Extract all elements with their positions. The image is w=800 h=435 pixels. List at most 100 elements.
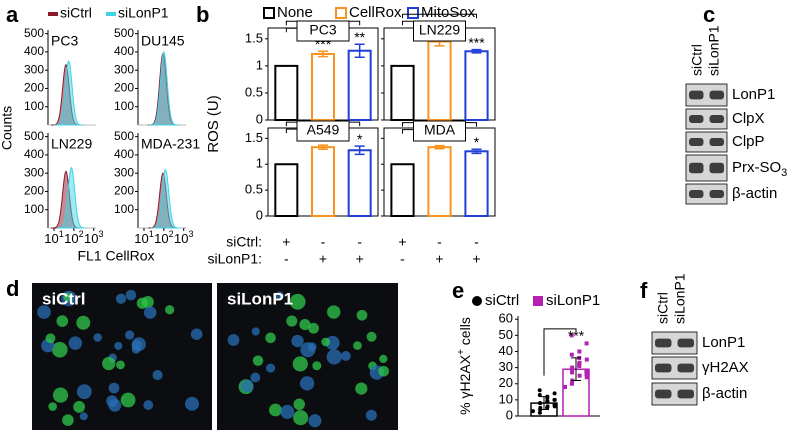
blot-band [689,90,704,100]
significance: *** [468,34,485,50]
nucleus [308,414,322,428]
tick-exp: 1 [59,229,64,239]
y-tick-label: 200 [114,184,134,198]
row-label-text: β-actin [702,385,747,402]
bar [464,50,489,121]
y-tick-label: 200 [114,81,134,95]
point [552,402,557,407]
blot-band [709,190,724,198]
histogram [150,168,181,229]
blot-band [689,138,704,146]
significance: ** [354,29,365,45]
nucleus [152,370,163,381]
y-tick-label: 500 [114,26,134,40]
nucleus [114,341,123,350]
tick-base: 10 [174,231,188,246]
plot-title: A549 [307,122,340,138]
blot-band [689,190,704,198]
nucleus [51,341,68,358]
condition-sign: - [357,234,362,250]
blot-band [689,162,704,174]
bar [347,49,372,122]
nucleus [185,396,199,411]
error-bar [571,357,581,382]
bar [274,163,299,217]
panel-letter: b [196,2,209,27]
tick-base: 10 [44,231,58,246]
point [537,393,542,398]
nucleus [125,289,137,301]
panel-letter: f [640,278,648,303]
error-bar [434,144,445,150]
row-label-sub: 3 [781,167,787,179]
tick-exp: 1 [149,229,154,239]
y-tick-label: 400 [114,147,134,161]
nucleus [115,293,127,304]
nucleus [366,331,377,342]
blot-strip [651,356,698,380]
error-bar [539,396,549,411]
blot-band [677,363,694,373]
y-tick-label: 300 [24,165,44,179]
y-tick-label: 1 [256,156,263,171]
blot-strip [685,183,728,205]
error-bar [354,145,365,156]
plot-title: LN229 [419,22,460,38]
condition-sign: + [356,251,364,267]
row-label: γH2AX [702,359,749,376]
x-tick-label: 103 [84,229,103,246]
blot-strip [685,83,728,107]
lane-label: siCtrl [655,292,671,324]
y-tick-label: 0 [506,407,513,422]
row-label-text: LonP1 [732,86,775,103]
legend-swatch [407,7,419,19]
bar [274,64,299,121]
condition-sign: - [400,251,405,267]
tick-base: 10 [154,231,168,246]
nucleus [143,400,154,410]
panel-letter: d [6,276,19,301]
nucleus [190,328,203,340]
y-tick-label: 0.5 [245,182,263,197]
y-tick-label: 300 [114,62,134,76]
nucleus [48,402,57,411]
nucleus [265,332,276,344]
condition-sign: - [437,234,442,250]
point [538,401,542,406]
tick-base: 10 [64,231,78,246]
nucleus [73,401,86,413]
blot-band [655,363,672,373]
plot-title: PC3 [309,22,336,38]
y-tick-label: 500 [114,129,134,143]
nucleus [340,351,351,361]
title-box [413,20,466,42]
nucleus [299,318,311,331]
y-tick-label: 0 [256,207,263,222]
legend-label: siLonP1 [118,5,169,21]
y-tick-label: 400 [24,147,44,161]
nucleus [280,404,295,419]
nucleus [76,384,92,400]
nucleus [108,382,120,394]
y-tick-label: 300 [114,165,134,179]
nucleus [136,297,148,309]
nucleus [45,333,56,344]
significance: *** [568,328,585,344]
y-tick-label: 1.5 [245,130,263,145]
y-tick-label: 300 [24,62,44,76]
y-tick-label: 500 [24,26,44,40]
error-bar [354,43,365,58]
nucleus [353,341,362,350]
blot-band [709,115,724,123]
x-axis-label: FL1 CellRox [77,248,154,264]
point [570,367,574,372]
y-axis-label: ROS (U) [205,95,222,153]
nucleus [250,372,261,383]
blot-strip [651,382,698,406]
bar [390,64,415,121]
blot-band [709,90,724,100]
bracket [543,328,577,376]
nucleus [321,337,331,347]
condition-sign: + [282,234,290,250]
